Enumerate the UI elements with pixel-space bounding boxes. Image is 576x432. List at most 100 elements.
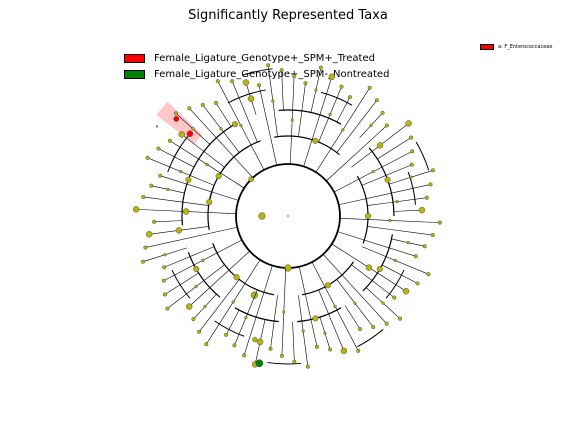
leaf-node (152, 219, 157, 224)
leaf-node (242, 79, 250, 86)
leaf-node (158, 173, 163, 178)
leaf-node (398, 316, 403, 321)
leaf-node (402, 288, 410, 295)
family-arc (267, 362, 301, 365)
branch-node (314, 88, 318, 92)
order-node (252, 337, 258, 343)
leaf-node (424, 195, 429, 200)
clade-highlight-letter: a (156, 124, 159, 129)
leaf-node (430, 168, 435, 173)
leaf-node (191, 317, 196, 322)
leaf-node (292, 359, 297, 364)
leaf-node (410, 149, 415, 154)
branch-node (182, 208, 190, 215)
branch-node (163, 253, 167, 257)
branch-node (166, 187, 170, 191)
leaf-branch (198, 279, 240, 333)
leaf-node (224, 332, 229, 337)
leaf-node (430, 233, 435, 238)
legend-item-nontreated: Female_Ligature_Genotype+_SPM-_Nontreate… (124, 66, 389, 82)
order-arc (208, 140, 261, 203)
root-node (287, 215, 289, 217)
branch-node (256, 338, 264, 346)
order-arc (368, 147, 395, 217)
branch-node (219, 127, 223, 131)
leaf-node (178, 131, 185, 138)
order-arc (297, 307, 342, 323)
branch-node (393, 258, 397, 262)
leaf-node (200, 102, 205, 107)
leaf-node (409, 135, 414, 140)
leaf-node (418, 206, 426, 214)
leaf-node (328, 73, 336, 80)
leaf-branch (377, 137, 412, 160)
leaf-node (230, 79, 235, 84)
branch-node (203, 305, 207, 309)
branch-node (369, 123, 373, 127)
legend-swatch-treated (124, 53, 145, 63)
leaf-node (173, 111, 178, 116)
order-node (206, 199, 213, 206)
branch-node (244, 316, 248, 320)
leaf-branch (298, 83, 306, 137)
leaf-branch (326, 125, 387, 182)
leaf-node (268, 346, 273, 351)
figure-title: Significantly Represented Taxa (188, 8, 388, 23)
branch-node (333, 304, 337, 309)
branch-node (406, 241, 410, 245)
order-node (376, 266, 383, 273)
family-arc (357, 328, 384, 348)
leaf-node (367, 85, 372, 90)
leaf-node (232, 343, 237, 348)
branch-node (381, 301, 385, 305)
family-arc (415, 141, 430, 171)
order-node (312, 315, 319, 322)
leaf-node (145, 155, 150, 160)
branch-node (328, 112, 332, 116)
order-arc (195, 123, 236, 164)
leaf-branch (160, 175, 239, 201)
leaf-node (339, 84, 344, 89)
order-arc (207, 188, 214, 230)
leaf-node (371, 325, 376, 330)
leaf-node (256, 83, 261, 88)
family-arc (242, 68, 273, 76)
order-node (193, 266, 200, 273)
branch-node (179, 170, 183, 174)
branch-node (205, 162, 209, 167)
family-arc (227, 89, 266, 104)
leaf-node (162, 265, 167, 270)
leaf-node (145, 231, 153, 238)
branch-node (290, 118, 294, 122)
leaf-node (340, 347, 348, 355)
biomarker-green-node (255, 359, 264, 368)
legend-label-treated: Female_Ligature_Genotype+_SPM+_Treated (154, 52, 375, 64)
legend-item-treated: Female_Ligature_Genotype+_SPM+_Treated (124, 50, 389, 66)
clade-key-swatch (480, 44, 494, 50)
order-node (233, 274, 240, 281)
order-arc (278, 109, 342, 125)
leaf-branch (154, 220, 183, 223)
branch-node (371, 170, 375, 174)
leaf-branch (298, 266, 318, 347)
branch-node (341, 128, 345, 132)
order-node (185, 176, 192, 183)
leaf-branch (367, 226, 433, 236)
branch-node (282, 310, 286, 314)
leaf-branch (318, 289, 345, 352)
leaf-node (305, 364, 310, 369)
leaf-branch (143, 196, 209, 206)
branch-node (376, 142, 384, 149)
branch-node (247, 95, 255, 102)
leaf-node (161, 278, 166, 283)
leaf-node (162, 292, 167, 297)
leaf-branch (303, 76, 333, 167)
leaf-node (426, 272, 431, 277)
branch-node (395, 200, 399, 204)
inner-node (248, 176, 255, 183)
leaf-branch (381, 264, 418, 284)
leaf-node (413, 254, 418, 259)
branch-node (239, 123, 243, 128)
clade-highlight-wedge (156, 101, 203, 145)
